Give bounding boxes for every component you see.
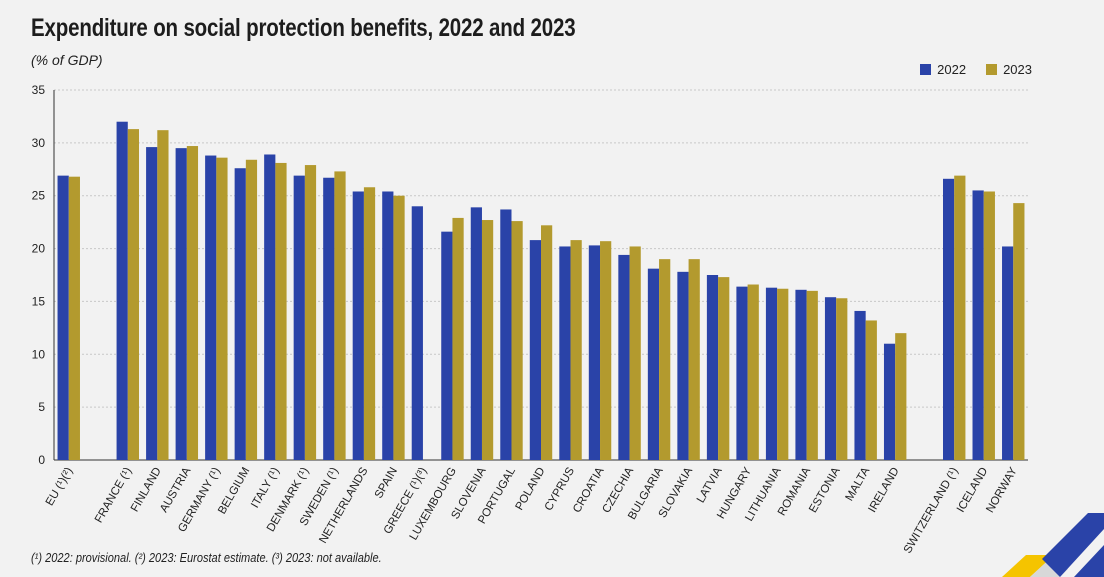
y-tick-label-0: 0 [38, 453, 45, 467]
bar-poland-2022 [529, 240, 541, 460]
bar-portugal-2022 [500, 209, 512, 460]
bar-latvia-2023 [718, 277, 730, 460]
legend-label-2022: 2022 [937, 62, 967, 77]
bar-germany-2022 [205, 155, 217, 461]
bar-austria-2023 [186, 146, 199, 460]
bar-slovenia-2023 [481, 220, 494, 460]
y-tick-label-10: 10 [32, 347, 46, 361]
bar-austria-2022 [175, 148, 187, 460]
bar-hungary-2022 [736, 286, 748, 460]
bar-belgium-2022 [234, 168, 246, 461]
bar-norway-2022 [1002, 246, 1014, 460]
legend-label-2023: 2023 [1003, 62, 1032, 77]
bar-denmark-2022 [293, 175, 305, 460]
bar-czechia-2023 [629, 246, 641, 460]
bar-germany-2023 [216, 157, 228, 460]
bar-czechia-2022 [618, 254, 630, 460]
bar-lithuania-2023 [777, 288, 789, 460]
y-tick-label-20: 20 [32, 242, 46, 256]
bar-france-2022 [116, 121, 128, 461]
bar-poland-2023 [541, 225, 553, 460]
bar-luxembourg-2023 [452, 217, 464, 460]
bar-luxembourg-2022 [441, 231, 453, 460]
bar-cyprus-2022 [559, 246, 571, 460]
bar-malta-2022 [854, 310, 866, 460]
legend-item-2023: 2023 [986, 62, 1032, 77]
bar-ireland-2022 [883, 343, 896, 460]
bar-hungary-2023 [747, 284, 759, 460]
legend-item-2022: 2022 [920, 62, 966, 77]
bar-norway-2023 [1013, 203, 1025, 461]
bar-estonia-2023 [836, 298, 848, 460]
bar-bulgaria-2022 [647, 268, 660, 460]
bar-latvia-2022 [706, 275, 719, 460]
bar-eu-2022 [57, 175, 69, 460]
bar-romania-2022 [795, 289, 807, 460]
bar-bulgaria-2023 [659, 259, 671, 460]
bar-switzerland-2022 [943, 178, 955, 461]
bar-slovakia-2023 [688, 259, 700, 460]
footnote: (¹) 2022: provisional. (²) 2023: Eurosta… [31, 550, 382, 565]
chart-title: Expenditure on social protection benefit… [31, 14, 576, 42]
y-tick-label-15: 15 [32, 294, 46, 308]
x-tick-label-ireland: IRELAND [866, 466, 901, 515]
legend: 2022 2023 [920, 62, 1032, 77]
bar-spain-2023 [393, 195, 405, 460]
y-tick-label-25: 25 [32, 189, 46, 203]
bar-estonia-2022 [824, 297, 837, 460]
y-tick-label-35: 35 [32, 83, 46, 97]
x-tick-label-spain: SPAIN [373, 466, 400, 501]
y-tick-label-30: 30 [32, 136, 46, 150]
x-tick-label-poland: POLAND [514, 466, 548, 513]
legend-swatch-2022 [920, 64, 932, 75]
x-tick-label-italy: ITALY (¹) [249, 465, 282, 510]
bar-france-2023 [127, 129, 140, 461]
bar-iceland-2023 [983, 191, 995, 461]
bar-spain-2022 [382, 191, 394, 461]
x-tick-label-latvia: LATVIA [695, 465, 725, 505]
bar-netherlands-2023 [363, 187, 376, 460]
x-tick-label-switzerland: SWITZERLAND (¹) [902, 465, 961, 555]
bar-eu-2023 [68, 176, 80, 460]
bar-italy-2023 [275, 162, 287, 460]
bar-slovakia-2022 [677, 271, 689, 460]
bar-croatia-2023 [600, 241, 612, 460]
y-tick-label-5: 5 [38, 400, 45, 414]
bar-portugal-2023 [511, 221, 523, 460]
bar-slovenia-2022 [470, 207, 482, 460]
bar-lithuania-2022 [765, 287, 778, 460]
bar-croatia-2022 [588, 245, 601, 460]
bar-finland-2023 [157, 130, 169, 461]
bar-iceland-2022 [972, 190, 984, 460]
x-tick-label-france: FRANCE (¹) [93, 465, 134, 525]
legend-swatch-2023 [986, 64, 998, 75]
bar-cyprus-2023 [570, 240, 582, 460]
x-tick-label-eu: EU (¹)(²) [44, 465, 76, 508]
bar-sweden-2022 [323, 177, 335, 461]
eurostat-logo-mark [1002, 513, 1104, 577]
bar-italy-2022 [264, 154, 276, 461]
bar-netherlands-2022 [352, 191, 364, 461]
bar-malta-2023 [865, 320, 877, 460]
bar-sweden-2023 [334, 171, 346, 460]
bar-finland-2022 [146, 147, 158, 460]
x-tick-label-malta: MALTA [844, 465, 873, 503]
bar-ireland-2023 [895, 333, 907, 460]
x-tick-label-estonia: ESTONIA [807, 465, 843, 515]
bar-denmark-2023 [304, 165, 317, 460]
y-unit-label: (% of GDP) [31, 52, 103, 68]
bar-switzerland-2023 [954, 175, 966, 460]
bar-romania-2023 [806, 290, 818, 460]
bar-belgium-2023 [245, 159, 258, 460]
bar-greece-2022 [411, 206, 423, 460]
